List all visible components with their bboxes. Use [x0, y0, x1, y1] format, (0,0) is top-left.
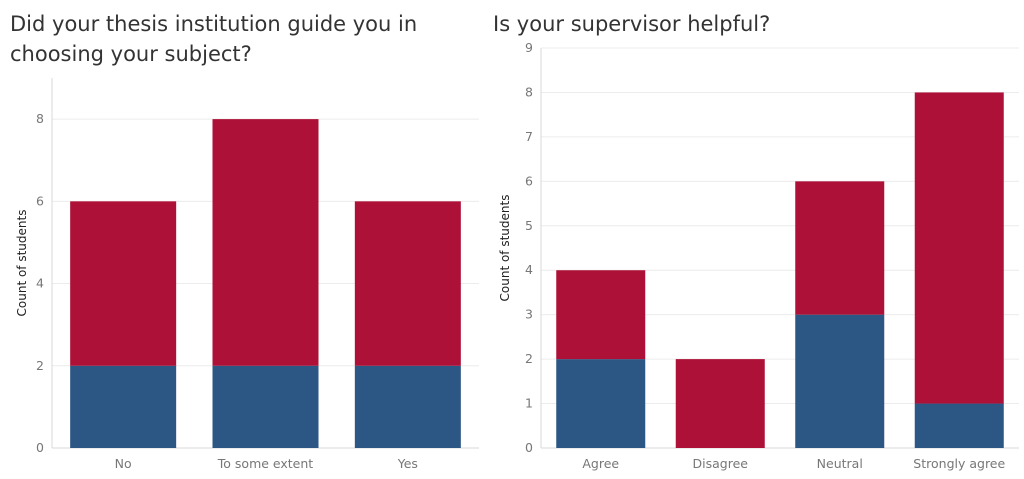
- bar-segment: [795, 314, 885, 448]
- y-tick-label: 0: [36, 440, 44, 455]
- x-tick-label: Strongly agree: [913, 456, 1005, 471]
- y-tick-label: 7: [525, 129, 533, 144]
- bar-segment: [556, 359, 646, 448]
- x-tick-label: Neutral: [817, 456, 863, 471]
- x-tick-label: No: [115, 456, 132, 471]
- chart-panel-supervisor: Is your supervisor helpful? 0 1 2 3 4 5 6 7 8 9 Co…: [490, 0, 1024, 479]
- y-tick-label: 8: [36, 111, 44, 126]
- y-tick-label: 1: [525, 396, 533, 411]
- x-tick-label: Disagree: [693, 456, 749, 471]
- bar-segment: [212, 119, 319, 366]
- y-tick-label: 4: [36, 276, 44, 291]
- y-tick-label: 5: [525, 218, 533, 233]
- bar-segment: [212, 365, 319, 448]
- y-tick-label: 2: [36, 358, 44, 373]
- y-tick-label: 8: [525, 84, 533, 99]
- chart-guidance: 0 2 4 6 8 Count of students No To some extent Ye…: [15, 78, 479, 471]
- y-tick-label: 0: [525, 440, 533, 455]
- y-axis-title: Count of students: [15, 210, 29, 317]
- bar-segment: [675, 359, 765, 448]
- chart-title: Did your thesis institution guide you in…: [10, 12, 418, 66]
- bar-segment: [354, 201, 461, 366]
- y-tick-label: 6: [36, 193, 44, 208]
- x-tick-label: Yes: [397, 456, 418, 471]
- x-tick-label: Agree: [582, 456, 619, 471]
- bar-segment: [914, 403, 1004, 448]
- chart-title: Is your supervisor helpful?: [493, 12, 771, 36]
- bar-segment: [70, 201, 177, 366]
- y-tick-label: 6: [525, 173, 533, 188]
- bar-segment: [914, 92, 1004, 404]
- x-tick-label: To some extent: [217, 456, 314, 471]
- bar-segment: [556, 270, 646, 360]
- y-axis-title: Count of students: [498, 195, 512, 302]
- bar-segment: [795, 181, 885, 315]
- bar-segment: [354, 365, 461, 448]
- y-tick-label: 9: [525, 40, 533, 55]
- y-tick-label: 4: [525, 262, 533, 277]
- chart-panel-guidance: Did your thesis institution guide you in…: [0, 0, 490, 479]
- y-tick-label: 3: [525, 307, 533, 322]
- y-tick-label: 2: [525, 351, 533, 366]
- bar-segment: [70, 365, 177, 448]
- chart-supervisor: 0 1 2 3 4 5 6 7 8 9 Count of students Agree Disagree…: [498, 40, 1019, 471]
